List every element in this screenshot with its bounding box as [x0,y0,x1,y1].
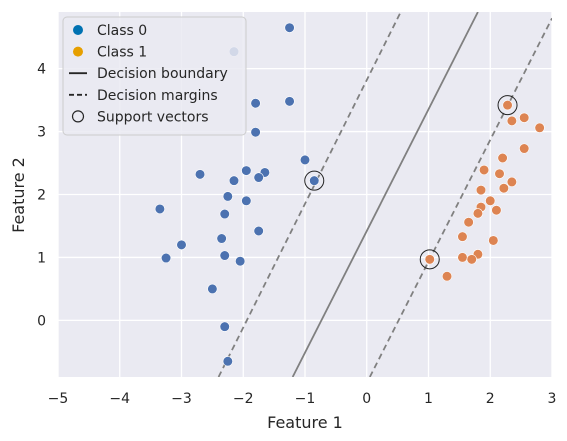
class-1-point [466,254,477,265]
x-tick-label: −5 [48,391,69,407]
decision-lines [217,12,552,377]
class-1-point [519,143,530,154]
class-1-point [441,271,453,282]
x-tick-label: −4 [109,391,130,407]
class-1-point [519,112,530,123]
class-0-point [219,208,230,220]
class-0-point [176,239,187,250]
legend: Class 0 Class 1 Decision boundary Decision … [62,16,247,136]
legend-marker-1 [73,46,83,57]
tick-labels: −5 −4 −3 −2 −1 0 1 2 3 0 1 2 3 4 [37,62,556,407]
class-0-point [250,127,261,138]
x-tick-label: 1 [424,391,433,407]
class-1-point [497,152,508,164]
class-0-point [284,96,295,107]
class-0-point [284,22,295,33]
x-tick-label: 3 [548,391,557,407]
class-1-point [534,122,545,133]
class-0-point [207,283,218,294]
legend-box [62,16,247,136]
x-tick-label: −1 [295,391,316,407]
support-vector-rings [304,95,518,270]
class-0-point [154,203,165,215]
y-tick-label: 1 [37,250,46,266]
y-tick-label: 3 [37,125,46,141]
class-0-point [194,169,206,180]
class-1-point [491,205,502,216]
legend-label: Class 0 [97,23,147,39]
legend-label: Decision margins [97,88,218,104]
x-tick-label: 0 [362,391,371,407]
class-0-point [160,252,172,264]
class-0-point [241,165,252,176]
margin-line-lower [369,17,552,377]
class-1-point [502,100,513,111]
class-0-point [219,250,230,261]
class-0-point [250,98,261,109]
class-0-point [222,356,233,367]
class-0-point [241,195,252,206]
legend-label: Decision boundary [97,66,228,82]
class-1-point [424,254,435,265]
x-tick-label: 2 [486,391,495,407]
legend-marker-0 [73,25,83,35]
margin-line-upper [217,12,402,377]
legend-label: Support vectors [97,109,209,125]
class-1-point [457,231,468,242]
legend-label: Class 1 [97,45,147,61]
class-1-point [498,183,509,194]
class-1-point [485,195,496,206]
class-0-point [222,191,233,202]
y-tick-label: 4 [37,62,46,78]
class-1-point [506,176,517,188]
class-1-point [472,208,484,219]
decision-boundary-line [291,12,479,377]
class-0-point [299,154,311,165]
class-0-point [309,175,320,186]
class-0-point [216,233,227,244]
class-1-point [475,184,487,196]
support-vector-ring [419,249,440,270]
support-vector-ring [304,170,325,191]
y-tick-label: 0 [37,313,46,329]
class-1-point [494,168,505,179]
legend-hollow-circle [71,110,85,123]
y-tick-label: 2 [37,188,46,204]
class-1-point [488,235,499,246]
class-1-point [457,252,468,263]
y-axis-label: Feature 2 [9,157,28,233]
x-tick-label: −3 [171,391,192,407]
class-0-point [253,172,264,183]
support-vector-ring [497,95,518,116]
class-0-point [219,321,230,332]
x-axis-label: Feature 1 [267,413,343,432]
class-0-point [235,256,246,267]
class-1-point [506,115,517,126]
class-0-point [228,175,240,186]
class-1-point [463,217,474,228]
class-0-point [253,225,264,237]
x-tick-label: −2 [233,391,254,407]
class-1-point [478,164,490,176]
